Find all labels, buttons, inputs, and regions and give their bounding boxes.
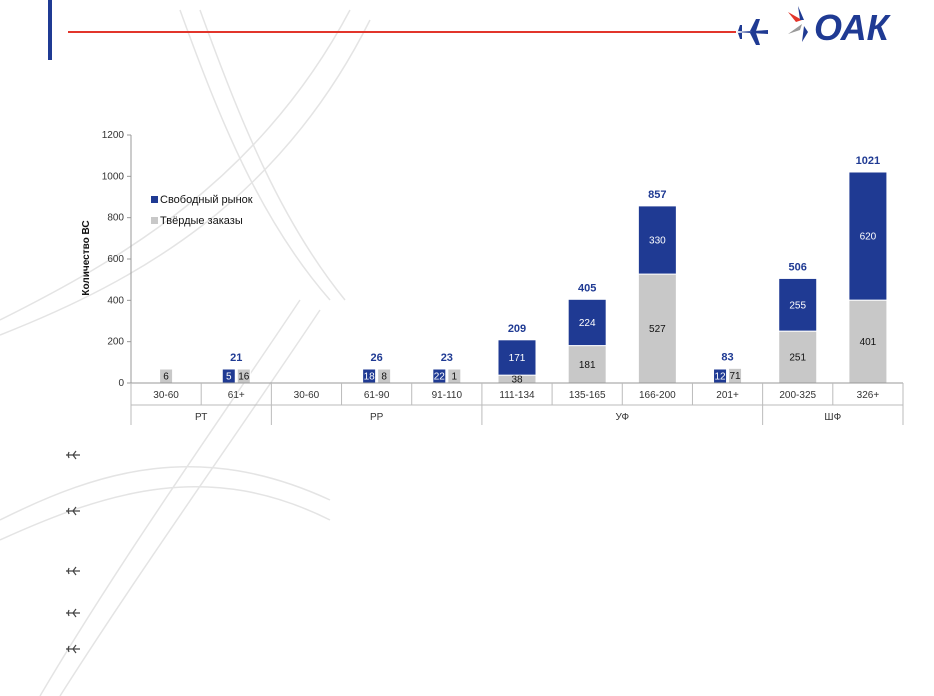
bar-total-label: 83	[721, 351, 733, 363]
x-tick-label: 135-165	[569, 390, 606, 401]
bar-segment	[848, 299, 888, 384]
y-tick-label: 1200	[102, 130, 125, 141]
bar-value-label: 171	[509, 353, 526, 364]
x-tick-label: 166-200	[639, 390, 676, 401]
bar-total-label: 506	[789, 261, 807, 273]
x-tick-label: 201+	[716, 390, 739, 401]
x-tick-label: 111-134	[499, 390, 535, 401]
y-tick-label: 1000	[102, 171, 125, 182]
bullet-plane-icon	[66, 566, 80, 576]
x-tick-label: 30-60	[294, 390, 320, 401]
airplane-icon	[736, 19, 768, 45]
uac-logo: ОАК	[788, 6, 892, 48]
group-label: РТ	[195, 412, 207, 423]
bar-value-label: 527	[649, 324, 666, 335]
bar-segment	[567, 298, 607, 347]
bar-segment	[637, 205, 677, 275]
x-axis: 30-60 61+ 30-60 61-90 91-110 111-134 135-165 16…	[130, 382, 904, 425]
bar-value-label: 38	[511, 375, 523, 386]
bar-value-label: 5	[226, 372, 232, 383]
bar-value-label: 16	[238, 372, 250, 383]
legend: Свободный рынок Твёрдые заказы	[151, 194, 253, 227]
logo-text: ОАК	[814, 7, 892, 48]
bar-total-label: 209	[508, 323, 526, 335]
bars: 6 5 16 21 18 8 26 22 1 23 38 171 209 181 224 405 527 330 8…	[159, 155, 888, 386]
x-tick-label: 61-90	[364, 390, 390, 401]
bar-total-label: 26	[371, 352, 383, 364]
bar-value-label: 18	[364, 372, 376, 383]
x-tick-label: 61+	[228, 390, 245, 401]
bar-total-label: 405	[578, 282, 596, 294]
bar-value-label: 251	[789, 353, 806, 364]
x-tick-label: 30-60	[153, 390, 179, 401]
legend-swatch-free-market	[151, 196, 158, 203]
bar-value-label: 255	[789, 300, 806, 311]
y-tick-label: 600	[107, 254, 124, 265]
bar-total-label: 23	[441, 352, 453, 364]
y-tick-label: 400	[107, 295, 124, 306]
bullet-plane-icon	[66, 644, 80, 654]
y-axis-label: Количество ВС	[81, 220, 92, 295]
y-axis: 0 200 400 600 800 1000 1200	[102, 130, 132, 389]
x-tick-label: 200-325	[779, 390, 816, 401]
bar-total-label: 857	[648, 189, 666, 201]
header-accent-bar	[48, 0, 52, 60]
bullet-plane-icon	[66, 450, 80, 460]
group-label: ШФ	[824, 412, 841, 423]
bar-total-label: 21	[230, 352, 242, 364]
bar-value-label: 224	[579, 318, 596, 329]
bar-value-label: 1	[452, 372, 458, 383]
legend-swatch-firm-orders	[151, 217, 158, 224]
x-tick-label: 326+	[857, 390, 880, 401]
bar-segment	[778, 277, 818, 332]
group-label: УФ	[615, 412, 629, 423]
bar-value-label: 71	[729, 371, 741, 382]
bar-value-label: 330	[649, 235, 666, 246]
group-label: РР	[370, 412, 384, 423]
bar-total-label: 1021	[856, 155, 880, 167]
x-tick-label: 91-110	[432, 390, 463, 401]
bar-value-label: 12	[714, 372, 726, 383]
bullet-plane-icon	[66, 608, 80, 618]
bar-value-label: 620	[860, 232, 877, 243]
header-red-line	[68, 31, 736, 33]
bullet-plane-icon	[66, 506, 80, 516]
bar-value-label: 401	[860, 337, 877, 348]
logo-emblem-icon	[788, 6, 808, 42]
y-tick-label: 200	[107, 337, 124, 348]
bar-segment	[497, 339, 537, 376]
bar-value-label: 181	[579, 360, 596, 371]
bar-value-label: 8	[381, 372, 387, 383]
legend-label-firm-orders: Твёрдые заказы	[160, 215, 243, 227]
bar-value-label: 22	[434, 372, 446, 383]
bar-value-label: 6	[163, 372, 169, 383]
legend-label-free-market: Свободный рынок	[160, 194, 253, 206]
y-tick-label: 800	[107, 213, 124, 224]
y-tick-label: 0	[118, 378, 124, 389]
bar-segment	[567, 345, 607, 384]
bar-segment	[637, 273, 677, 384]
bar-segment	[848, 171, 888, 301]
